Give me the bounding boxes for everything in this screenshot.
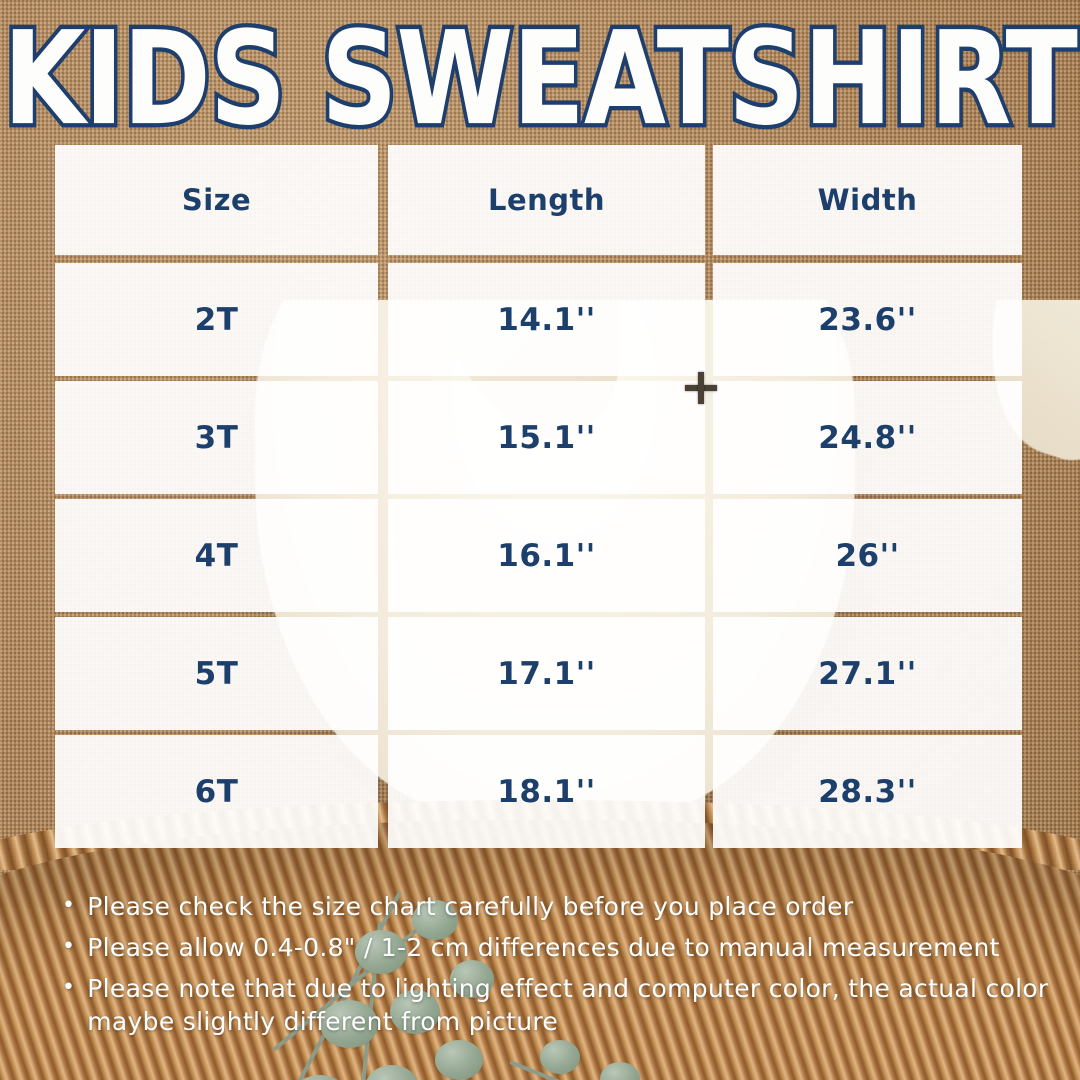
- column-header-width: Width: [713, 145, 1022, 255]
- size-chart-table: Size Length Width 2T 14.1'' 23.6'' 3T 15…: [55, 145, 1022, 853]
- column-gap: [378, 735, 388, 848]
- cell-length: 15.1'': [388, 381, 705, 494]
- cell-size: 6T: [55, 735, 378, 848]
- cell-width: 24.8'': [713, 381, 1022, 494]
- eucalyptus-sprig: [500, 940, 920, 1080]
- column-gap: [705, 263, 713, 376]
- cell-size: 4T: [55, 499, 378, 612]
- column-gap: [705, 735, 713, 848]
- note-item: • Please check the size chart carefully …: [62, 890, 1062, 923]
- cell-width: 28.3'': [713, 735, 1022, 848]
- bullet-icon: •: [62, 893, 76, 918]
- bullet-icon: •: [62, 975, 76, 1000]
- note-item: • Please note that due to lighting effec…: [62, 972, 1062, 1038]
- note-item: • Please allow 0.4-0.8" / 1-2 cm differe…: [62, 931, 1062, 964]
- cell-length: 18.1'': [388, 735, 705, 848]
- cell-width: 23.6'': [713, 263, 1022, 376]
- table-row: 2T 14.1'' 23.6'': [55, 263, 1022, 376]
- cell-width: 26'': [713, 499, 1022, 612]
- cell-width: 27.1'': [713, 617, 1022, 730]
- column-gap: [378, 263, 388, 376]
- note-text: Please note that due to lighting effect …: [87, 974, 1049, 1036]
- column-gap: [705, 617, 713, 730]
- table-row: 5T 17.1'' 27.1'': [55, 617, 1022, 730]
- page-title: KIDS SWEATSHIRT: [0, 2, 1080, 155]
- table-header-row: Size Length Width: [55, 145, 1022, 255]
- bullet-icon: •: [62, 934, 76, 959]
- cell-length: 14.1'': [388, 263, 705, 376]
- column-gap: [378, 499, 388, 612]
- note-text: Please check the size chart carefully be…: [87, 892, 854, 921]
- cell-size: 5T: [55, 617, 378, 730]
- cell-length: 16.1'': [388, 499, 705, 612]
- column-gap: [705, 381, 713, 494]
- column-gap: [378, 145, 388, 255]
- column-header-length: Length: [388, 145, 705, 255]
- cell-size: 2T: [55, 263, 378, 376]
- column-gap: [705, 145, 713, 255]
- table-row: 3T 15.1'' 24.8'': [55, 381, 1022, 494]
- column-header-size: Size: [55, 145, 378, 255]
- cell-length: 17.1'': [388, 617, 705, 730]
- woven-basket-image: [0, 820, 1080, 1080]
- eucalyptus-sprig: [150, 860, 670, 1080]
- cell-size: 3T: [55, 381, 378, 494]
- note-text: Please allow 0.4-0.8" / 1-2 cm differenc…: [87, 933, 1000, 962]
- notes-list: • Please check the size chart carefully …: [62, 890, 1062, 1046]
- column-gap: [705, 499, 713, 612]
- column-gap: [378, 381, 388, 494]
- column-gap: [378, 617, 388, 730]
- table-row: 6T 18.1'' 28.3'': [55, 735, 1022, 848]
- table-row: 4T 16.1'' 26'': [55, 499, 1022, 612]
